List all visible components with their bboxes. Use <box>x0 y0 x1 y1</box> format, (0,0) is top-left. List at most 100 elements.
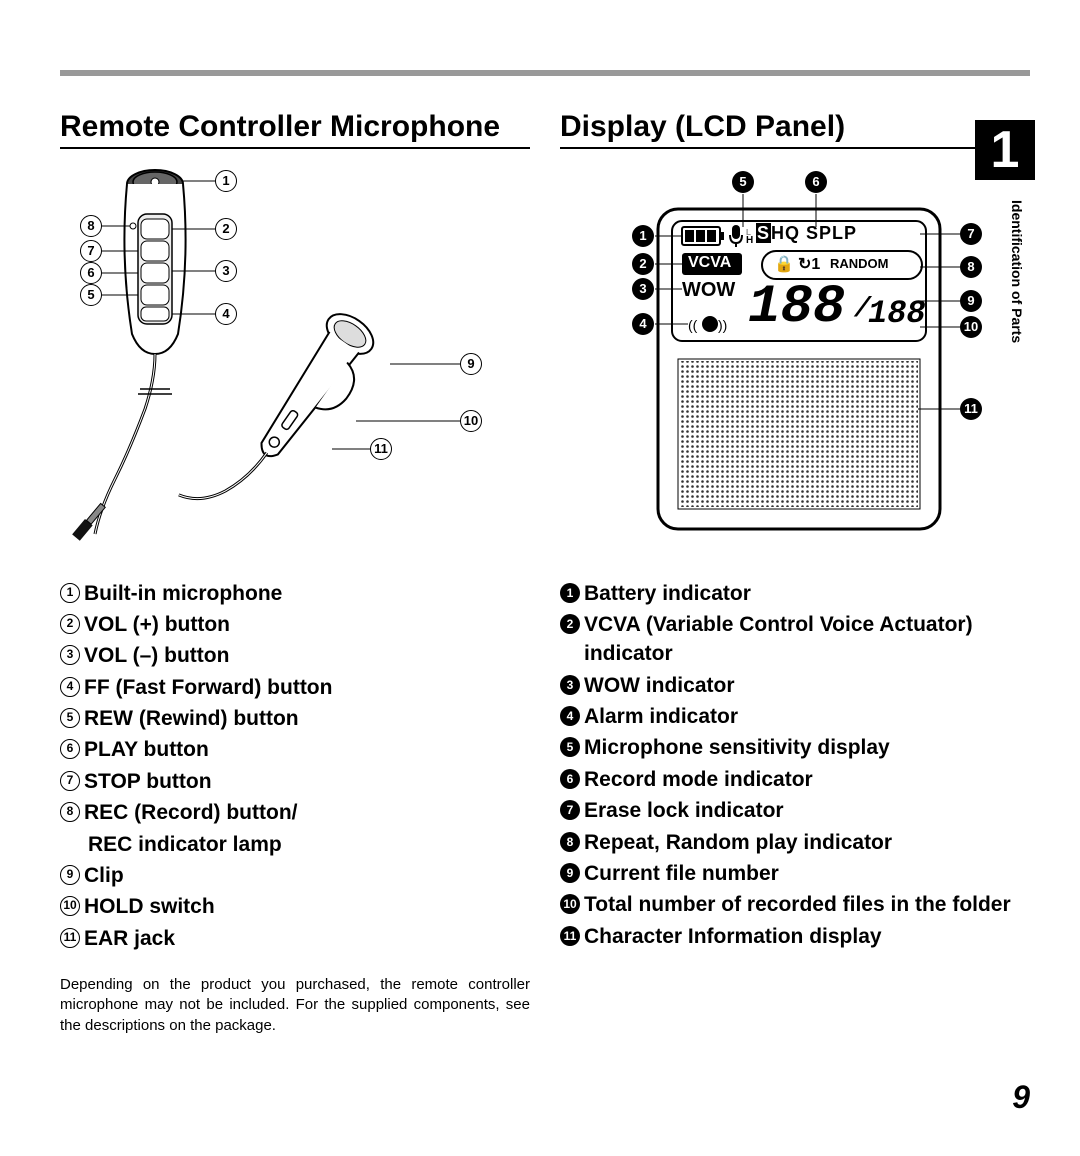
lcd-splp: SPLP <box>806 223 857 243</box>
rc-3: 3 <box>632 278 654 300</box>
callout-10: 10 <box>460 410 482 432</box>
item-text: Record mode indicator <box>584 765 1030 794</box>
item-number: 4 <box>60 677 80 697</box>
list-item: 10HOLD switch <box>60 892 530 921</box>
lcd-big-num: 188 <box>748 277 845 338</box>
item-number: 6 <box>560 769 580 789</box>
list-item: 11Character Information display <box>560 922 1030 951</box>
list-item: 2VCVA (Variable Control Voice Actuator) … <box>560 610 1030 669</box>
lcd-vcva: VCVA <box>688 254 731 272</box>
callout-3: 3 <box>215 260 237 282</box>
item-number: 8 <box>60 802 80 822</box>
svg-text:L: L <box>746 228 751 237</box>
item-text: Clip <box>84 861 530 890</box>
list-item: 11EAR jack <box>60 924 530 953</box>
item-number: 1 <box>560 583 580 603</box>
item-number: 11 <box>60 928 80 948</box>
list-item: 9Current file number <box>560 859 1030 888</box>
item-number: 3 <box>560 675 580 695</box>
callout-1: 1 <box>215 170 237 192</box>
list-item: 5Microphone sensitivity display <box>560 733 1030 762</box>
item-number: 11 <box>560 926 580 946</box>
item-text: VOL (–) button <box>84 641 530 670</box>
item-text: HOLD switch <box>84 892 530 921</box>
lcd-s: S <box>756 223 771 243</box>
remote-svg <box>60 159 520 559</box>
svg-text:((: (( <box>688 317 698 333</box>
list-item: 10Total number of recorded files in the … <box>560 890 1030 919</box>
repeat-icon: ↻1 <box>798 254 820 274</box>
item-text: Erase lock indicator <box>584 796 1030 825</box>
rc-11: 11 <box>960 398 982 420</box>
left-title: Remote Controller Microphone <box>60 110 530 149</box>
item-number: 8 <box>560 832 580 852</box>
item-text: Alarm indicator <box>584 702 1030 731</box>
callout-2: 2 <box>215 218 237 240</box>
lock-icon: 🔒 <box>774 254 794 274</box>
item-number: 7 <box>60 771 80 791</box>
rc-5: 5 <box>732 171 754 193</box>
item-text: PLAY button <box>84 735 530 764</box>
list-item: 6Record mode indicator <box>560 765 1030 794</box>
item-text: VOL (+) button <box>84 610 530 639</box>
svg-text:)): )) <box>718 317 727 333</box>
rc-2: 2 <box>632 253 654 275</box>
page-number: 9 <box>1012 1079 1030 1116</box>
lcd-small-num: 188 <box>868 295 926 332</box>
list-item: 2VOL (+) button <box>60 610 530 639</box>
list-item: 1Battery indicator <box>560 579 1030 608</box>
item-text: Current file number <box>584 859 1030 888</box>
right-list: 1Battery indicator2VCVA (Variable Contro… <box>560 579 1030 952</box>
list-item: 1Built-in microphone <box>60 579 530 608</box>
rc-10: 10 <box>960 316 982 338</box>
rc-1: 1 <box>632 225 654 247</box>
item-number: 5 <box>560 737 580 757</box>
callout-5: 5 <box>80 284 102 306</box>
callout-4: 4 <box>215 303 237 325</box>
lcd-random: RANDOM <box>830 256 889 271</box>
footnote: Depending on the product you purchased, … <box>60 975 530 1036</box>
left-list: 1Built-in microphone2VOL (+) button3VOL … <box>60 579 530 954</box>
item-number: 2 <box>60 614 80 634</box>
callout-7: 7 <box>80 240 102 262</box>
callout-8: 8 <box>80 215 102 237</box>
item-text: Character Information display <box>584 922 1030 951</box>
list-item: 4FF (Fast Forward) button <box>60 673 530 702</box>
remote-diagram: 1 2 3 4 5 6 7 8 9 10 11 <box>60 159 530 559</box>
item-number: 2 <box>560 614 580 634</box>
lcd-svg: H L (( )) <box>560 159 1030 559</box>
item-number: 4 <box>560 706 580 726</box>
item-text: Repeat, Random play indicator <box>584 828 1030 857</box>
item-text: WOW indicator <box>584 671 1030 700</box>
item-number: 1 <box>60 583 80 603</box>
callout-11: 11 <box>370 438 392 460</box>
rc-6: 6 <box>805 171 827 193</box>
right-column: Display (LCD Panel) <box>560 110 1030 1036</box>
callout-9: 9 <box>460 353 482 375</box>
item-number: 5 <box>60 708 80 728</box>
list-item: 8Repeat, Random play indicator <box>560 828 1030 857</box>
item-number: 9 <box>60 865 80 885</box>
rc-8: 8 <box>960 256 982 278</box>
rc-9: 9 <box>960 290 982 312</box>
list-item: 3WOW indicator <box>560 671 1030 700</box>
right-title: Display (LCD Panel) <box>560 110 1030 149</box>
item-text: STOP button <box>84 767 530 796</box>
item-number: 10 <box>560 894 580 914</box>
item-number: 6 <box>60 739 80 759</box>
list-item: 5REW (Rewind) button <box>60 704 530 733</box>
list-item: REC indicator lamp <box>60 830 530 859</box>
rc-4: 4 <box>632 313 654 335</box>
item-text: REW (Rewind) button <box>84 704 530 733</box>
lcd-wow: WOW <box>682 279 735 302</box>
item-text: Microphone sensitivity display <box>584 733 1030 762</box>
item-number: 7 <box>560 800 580 820</box>
item-number: 3 <box>60 645 80 665</box>
item-text: Battery indicator <box>584 579 1030 608</box>
list-item: 6PLAY button <box>60 735 530 764</box>
list-item: 9Clip <box>60 861 530 890</box>
callout-6: 6 <box>80 262 102 284</box>
left-column: Remote Controller Microphone <box>60 110 530 1036</box>
item-text: REC indicator lamp <box>64 830 530 859</box>
list-item: 7STOP button <box>60 767 530 796</box>
